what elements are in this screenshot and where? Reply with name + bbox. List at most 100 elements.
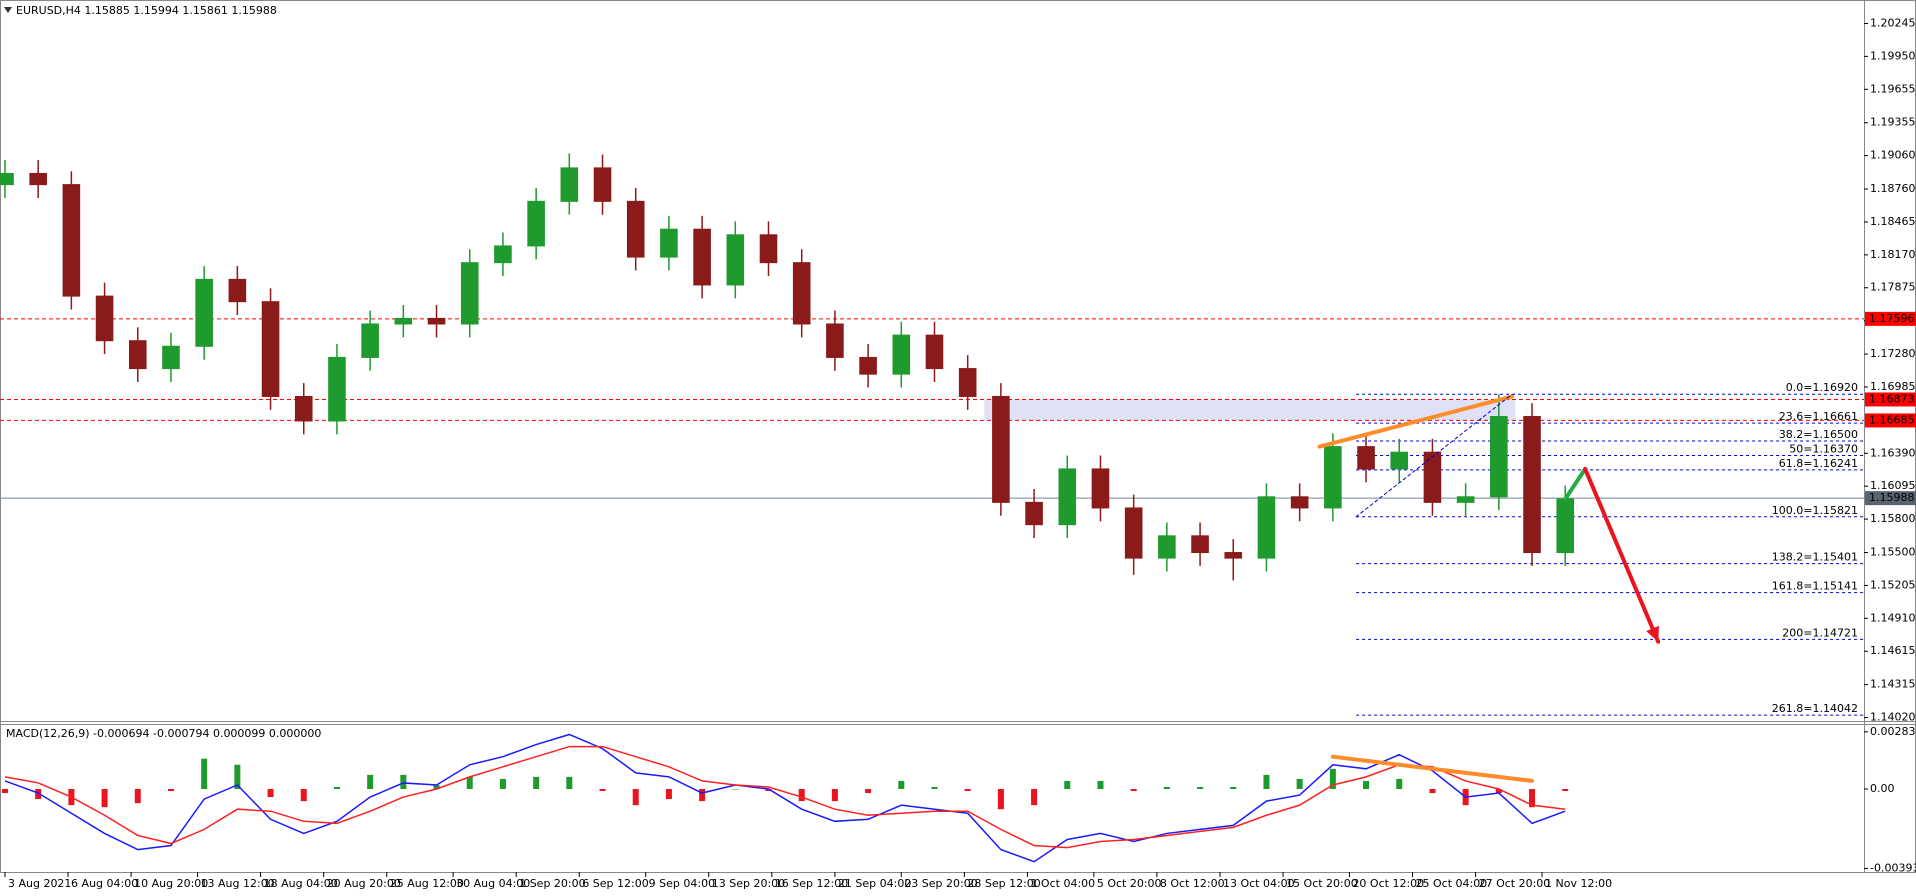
candle-body xyxy=(1257,496,1276,559)
fib-label: 38.2=1.16500 xyxy=(1779,428,1858,441)
y-tick-label: 1.19655 xyxy=(1870,82,1916,95)
x-tick-label: 13 Oct 04:00 xyxy=(1223,877,1295,890)
x-tick-label: 1 Nov 12:00 xyxy=(1545,877,1612,890)
x-tick-label: 18 Aug 04:00 xyxy=(264,877,338,890)
y-tick-label: 0.00 xyxy=(1870,782,1895,795)
histogram-bar xyxy=(267,788,274,798)
candle-body xyxy=(1224,552,1243,559)
histogram-bar xyxy=(300,788,307,802)
price-tag-label: 1.16873 xyxy=(1869,392,1915,405)
histogram-bar xyxy=(964,788,971,792)
macd-line xyxy=(4,733,1566,863)
y-tick-label: 1.19060 xyxy=(1870,149,1916,162)
histogram-bar xyxy=(898,780,905,789)
x-tick-label: 10 Aug 20:00 xyxy=(134,877,208,890)
candle-body xyxy=(427,317,446,325)
y-tick-label: 1.14315 xyxy=(1870,678,1916,691)
fib-label: 0.0=1.16920 xyxy=(1786,381,1858,394)
y-tick-label: 1.19355 xyxy=(1870,116,1916,129)
x-tick-label: 8 Oct 12:00 xyxy=(1160,877,1225,890)
candle-body xyxy=(1490,416,1508,498)
x-tick-label: 30 Aug 04:00 xyxy=(456,877,530,890)
y-tick-label: 1.14615 xyxy=(1870,644,1916,657)
candle-body xyxy=(460,262,479,325)
candle-body xyxy=(958,368,977,397)
zone xyxy=(984,399,1516,421)
y-tick-label: 1.19950 xyxy=(1870,49,1916,62)
histogram-bar xyxy=(433,784,440,789)
y-tick-label: 1.16985 xyxy=(1870,380,1916,393)
candle-body xyxy=(826,323,844,358)
candle-body xyxy=(527,200,545,247)
histogram-bar xyxy=(167,788,174,792)
histogram-bar xyxy=(533,776,540,789)
x-tick-label: 5 Oct 20:00 xyxy=(1097,877,1162,890)
histogram-bar xyxy=(931,786,938,789)
x-tick-label: 15 Oct 20:00 xyxy=(1286,877,1358,890)
y-tick-label: 1.20245 xyxy=(1870,17,1916,30)
x-tick-label: 9 Sep 04:00 xyxy=(649,877,715,890)
candle-body xyxy=(1423,451,1442,503)
x-tick-label: 16 Sep 12:00 xyxy=(775,877,848,890)
candle-body xyxy=(1390,451,1409,470)
histogram-bar xyxy=(499,778,506,789)
histogram-bar xyxy=(1396,778,1403,789)
chart-frame xyxy=(0,0,1916,873)
histogram-bar xyxy=(831,788,838,802)
x-tick-label: 27 Oct 20:00 xyxy=(1479,877,1551,890)
histogram-bar xyxy=(566,776,573,789)
x-tick-label: 25 Oct 04:00 xyxy=(1416,877,1488,890)
histogram-bar xyxy=(1529,788,1536,808)
candle-body xyxy=(859,356,877,375)
candle-body xyxy=(1158,535,1176,559)
histogram-bar xyxy=(1064,780,1071,789)
drawing-trend xyxy=(1317,394,1515,449)
candle-body xyxy=(1124,507,1143,559)
y-tick-label: 1.18760 xyxy=(1870,182,1916,195)
candle-body xyxy=(162,345,180,370)
candle-body xyxy=(261,301,280,397)
candle-body xyxy=(62,184,81,297)
candle-body xyxy=(792,262,811,325)
histogram-bar xyxy=(798,788,805,802)
candle-body xyxy=(95,295,114,342)
symbol-menu-icon[interactable] xyxy=(4,7,12,13)
histogram-bar xyxy=(632,788,639,806)
price-tag xyxy=(1865,392,1916,407)
histogram-bar xyxy=(1363,780,1370,789)
candle-body xyxy=(294,395,313,422)
histogram-bar xyxy=(1429,788,1436,794)
x-tick-label: 28 Sep 12:00 xyxy=(967,877,1040,890)
histogram-bar xyxy=(1163,786,1170,789)
fib-label: 261.8=1.14042 xyxy=(1772,702,1858,715)
fib-label: 61.8=1.16241 xyxy=(1779,457,1858,470)
x-tick-label: 20 Oct 12:00 xyxy=(1352,877,1424,890)
histogram-bar xyxy=(1562,788,1569,792)
y-tick-label: 1.18465 xyxy=(1870,215,1916,228)
fib-label: 138.2=1.15401 xyxy=(1772,551,1858,564)
histogram-bar xyxy=(1,788,8,794)
candle-body xyxy=(228,278,247,303)
candle-body xyxy=(1456,496,1475,503)
x-tick-label: 6 Aug 04:00 xyxy=(71,877,138,890)
candle-body xyxy=(726,234,745,286)
price-tag xyxy=(1865,311,1916,326)
candle-body xyxy=(1290,496,1309,509)
arrow-head xyxy=(1646,625,1659,642)
histogram-bar xyxy=(1197,786,1204,789)
x-tick-label: 13 Sep 20:00 xyxy=(712,877,785,890)
histogram-bar xyxy=(699,788,706,802)
x-tick-label: 6 Sep 12:00 xyxy=(582,877,648,890)
histogram-bar xyxy=(1329,768,1336,789)
x-tick-label: 21 Sep 04:00 xyxy=(838,877,911,890)
price-tag-label: 1.17596 xyxy=(1869,312,1915,325)
x-tick-label: 3 Aug 2021 xyxy=(8,877,71,890)
histogram-bar xyxy=(35,788,42,800)
candle-body xyxy=(892,334,911,375)
candle-body xyxy=(0,172,14,186)
drawing-trend xyxy=(1330,754,1535,783)
candle-body xyxy=(660,228,678,258)
candle-body xyxy=(394,317,413,325)
candle-body xyxy=(195,278,213,347)
